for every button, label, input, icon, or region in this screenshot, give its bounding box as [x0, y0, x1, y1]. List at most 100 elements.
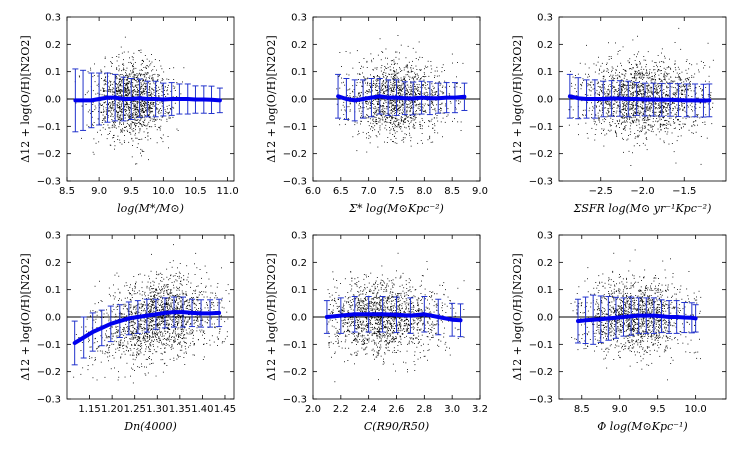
scatter-point: [668, 109, 670, 111]
scatter-point: [641, 107, 643, 109]
scatter-point: [656, 118, 658, 119]
scatter-point: [138, 90, 140, 92]
scatter-point: [593, 120, 595, 122]
scatter-point: [632, 110, 634, 112]
scatter-point: [381, 105, 383, 107]
scatter-point: [629, 107, 631, 109]
scatter-point: [599, 87, 601, 88]
scatter-point: [672, 81, 674, 83]
scatter-point: [601, 62, 603, 64]
scatter-point: [110, 61, 112, 63]
scatter-point: [377, 104, 378, 106]
scatter-point: [617, 93, 618, 95]
scatter-point: [161, 90, 163, 92]
scatter-point: [85, 104, 87, 105]
scatter-point: [413, 91, 415, 93]
scatter-point: [126, 90, 128, 92]
scatter-point: [637, 130, 639, 131]
scatter-point: [442, 85, 444, 87]
scatter-point: [655, 90, 656, 92]
scatter-point: [110, 73, 112, 75]
scatter-point: [134, 76, 135, 78]
scatter-point: [449, 101, 451, 102]
scatter-point: [623, 84, 624, 86]
scatter-point: [430, 120, 432, 122]
scatter-point: [405, 127, 407, 129]
scatter-point: [167, 112, 169, 114]
scatter-point: [118, 56, 120, 58]
scatter-point: [133, 104, 135, 106]
scatter-point: [139, 102, 141, 103]
panel-2: 6.0 6.5 7.0 7.5 8.0 8.5 9.0−0.3−0.2−0.10.00.10…: [265, 13, 488, 216]
scatter-point: [591, 102, 592, 104]
scatter-point: [385, 121, 387, 123]
scatter-point: [149, 109, 151, 111]
scatter-point: [376, 114, 378, 116]
scatter-point: [133, 89, 135, 90]
scatter-point: [623, 104, 625, 106]
scatter-point: [141, 69, 142, 71]
scatter-point: [150, 103, 151, 105]
scatter-point: [394, 86, 396, 88]
scatter-point: [142, 91, 144, 93]
scatter-point: [125, 104, 127, 106]
scatter-point: [133, 110, 135, 111]
scatter-point: [648, 109, 650, 111]
scatter-point: [439, 81, 440, 83]
scatter-point: [600, 87, 602, 89]
scatter-point: [601, 123, 602, 124]
scatter-point: [606, 93, 608, 95]
scatter-point: [605, 119, 607, 120]
scatter-point: [134, 101, 136, 102]
scatter-point: [389, 110, 391, 112]
scatter-point: [349, 92, 351, 94]
scatter-point: [689, 84, 691, 85]
scatter-point: [633, 112, 635, 114]
scatter-point: [361, 85, 363, 87]
scatter-point: [92, 104, 94, 105]
scatter-point: [125, 91, 127, 93]
scatter-point: [623, 94, 625, 96]
scatter-point: [132, 90, 133, 92]
scatter-point: [683, 89, 685, 91]
scatter-point: [391, 100, 393, 101]
scatter-point: [663, 117, 664, 119]
scatter-point: [385, 81, 387, 83]
scatter-point: [600, 65, 602, 67]
scatter-point: [138, 112, 140, 114]
scatter-point: [430, 141, 432, 143]
scatter-point: [621, 73, 623, 75]
scatter-point: [343, 101, 345, 103]
scatter-point: [149, 107, 151, 109]
scatter-point: [393, 141, 394, 143]
scatter-point: [407, 120, 409, 121]
scatter-point: [634, 77, 635, 79]
scatter-point: [120, 110, 122, 112]
scatter-point: [136, 102, 138, 104]
scatter-point: [610, 129, 612, 131]
scatter-point: [366, 100, 367, 102]
scatter-point: [637, 83, 639, 85]
scatter-point: [648, 84, 650, 86]
scatter-point: [164, 109, 166, 111]
scatter-point: [385, 115, 387, 117]
scatter-point: [612, 108, 613, 110]
scatter-point: [397, 72, 399, 74]
scatter-point: [596, 106, 597, 108]
scatter-point: [143, 122, 145, 124]
scatter-point: [121, 89, 123, 91]
scatter-point: [432, 92, 434, 94]
scatter-point: [118, 82, 120, 84]
scatter-point: [663, 142, 665, 144]
scatter-point: [664, 55, 665, 57]
scatter-point: [417, 75, 419, 77]
scatter-point: [594, 123, 596, 125]
scatter-point: [131, 82, 133, 83]
scatter-point: [662, 112, 664, 114]
scatter-point: [150, 112, 152, 114]
scatter-point: [386, 84, 388, 86]
scatter-point: [684, 85, 685, 87]
scatter-point: [651, 92, 653, 94]
scatter-point: [381, 83, 383, 85]
scatter-point: [673, 93, 675, 95]
